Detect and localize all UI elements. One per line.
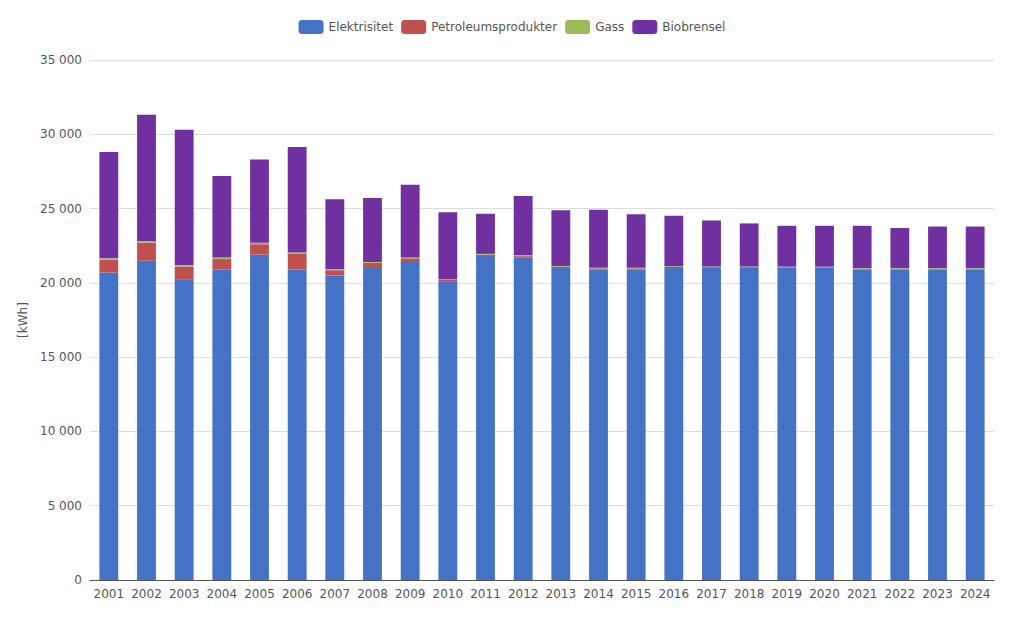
svg-text:5 000: 5 000 [48,499,82,513]
svg-text:2020: 2020 [809,587,840,601]
svg-text:2012: 2012 [508,587,539,601]
svg-text:2005: 2005 [244,587,275,601]
svg-text:2004: 2004 [207,587,238,601]
svg-text:2023: 2023 [922,587,953,601]
svg-text:30 000: 30 000 [40,127,82,141]
svg-text:2011: 2011 [470,587,501,601]
svg-text:2002: 2002 [131,587,162,601]
svg-text:2009: 2009 [395,587,426,601]
svg-text:Petroleumsprodukter: Petroleumsprodukter [431,20,557,34]
svg-text:2021: 2021 [847,587,878,601]
svg-text:2003: 2003 [169,587,200,601]
svg-text:2018: 2018 [734,587,765,601]
svg-text:35 000: 35 000 [40,53,82,67]
svg-text:2010: 2010 [433,587,464,601]
svg-text:0: 0 [74,573,82,587]
svg-text:2014: 2014 [583,587,614,601]
svg-text:Biobrensel: Biobrensel [662,20,725,34]
svg-text:20 000: 20 000 [40,276,82,290]
svg-text:10 000: 10 000 [40,424,82,438]
svg-text:2001: 2001 [94,587,125,601]
svg-text:Elektrisitet: Elektrisitet [329,20,394,34]
svg-text:2019: 2019 [772,587,803,601]
svg-text:2022: 2022 [885,587,916,601]
svg-text:25 000: 25 000 [40,202,82,216]
svg-text:2008: 2008 [357,587,388,601]
svg-text:[kWh]: [kWh] [16,302,30,338]
svg-text:2015: 2015 [621,587,652,601]
svg-text:15 000: 15 000 [40,350,82,364]
svg-text:2013: 2013 [546,587,577,601]
svg-text:2017: 2017 [696,587,727,601]
svg-text:2024: 2024 [960,587,991,601]
svg-text:2006: 2006 [282,587,313,601]
svg-text:Gass: Gass [595,20,624,34]
svg-text:2007: 2007 [320,587,351,601]
svg-text:2016: 2016 [659,587,690,601]
